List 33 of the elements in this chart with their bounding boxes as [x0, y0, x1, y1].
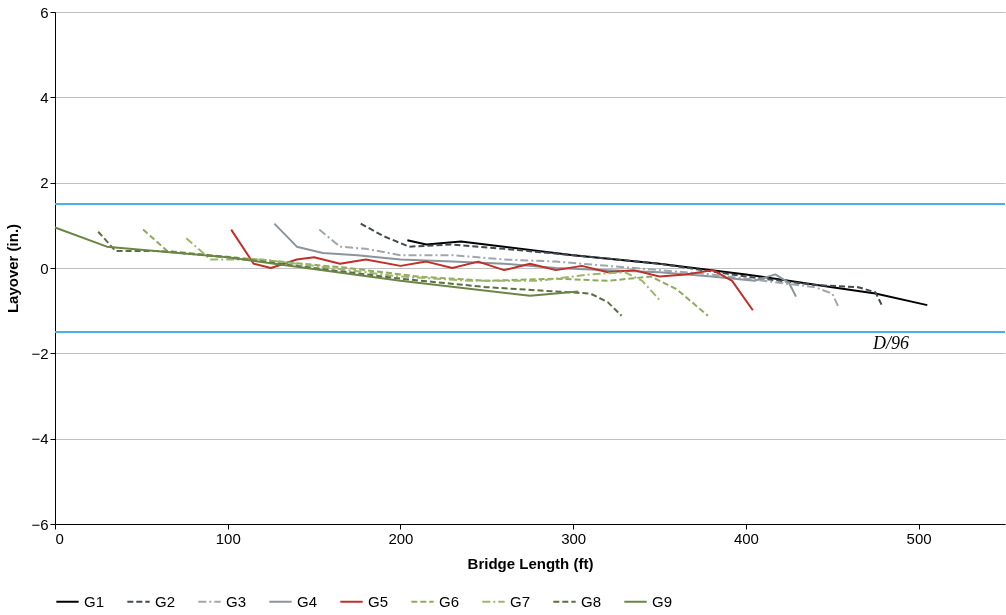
- legend-label: G7: [510, 592, 531, 610]
- y-tick-label: 6: [40, 3, 49, 21]
- y-axis-title: Layover (in.): [4, 223, 22, 314]
- y-tick-label: 0: [40, 259, 49, 277]
- y-tick-label: −6: [31, 515, 49, 533]
- legend-label: G8: [581, 592, 602, 610]
- x-axis-title: Bridge Length (ft): [467, 554, 594, 572]
- y-tick-label: 2: [40, 174, 49, 192]
- line-series: [273, 222, 797, 298]
- y-tick-label: 4: [40, 88, 49, 106]
- x-tick-label: 0: [55, 529, 64, 547]
- legend-label: G5: [368, 592, 389, 610]
- line-series: [97, 230, 623, 317]
- legend-label: G6: [439, 592, 460, 610]
- x-tick-label: 400: [733, 529, 759, 547]
- x-tick-label: 300: [561, 529, 587, 547]
- legend-label: G2: [155, 592, 176, 610]
- line-series: [54, 226, 580, 297]
- legend-label: G3: [226, 592, 247, 610]
- x-tick-label: 500: [906, 529, 932, 547]
- ref-line-label: D/96: [872, 333, 909, 353]
- line-series: [230, 228, 754, 312]
- line-series: [142, 228, 709, 317]
- legend-label: G9: [652, 592, 673, 610]
- line-series: [185, 237, 661, 301]
- x-tick-label: 100: [215, 529, 241, 547]
- line-series: [406, 239, 929, 307]
- y-tick-label: −2: [31, 344, 49, 362]
- line-series: [359, 222, 884, 308]
- x-tick-label: 200: [388, 529, 414, 547]
- legend-label: G1: [84, 592, 105, 610]
- y-tick-label: −4: [31, 430, 49, 448]
- legend-label: G4: [297, 592, 318, 610]
